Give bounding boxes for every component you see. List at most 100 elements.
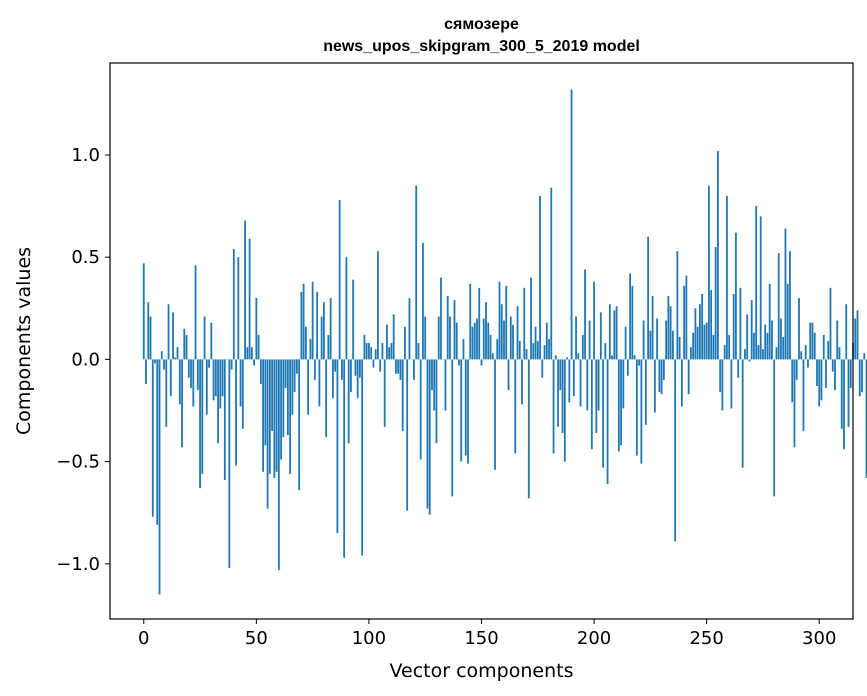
bar [280, 359, 283, 460]
bar [599, 312, 602, 360]
bar [352, 279, 355, 360]
bar [336, 359, 339, 534]
bar [165, 359, 168, 427]
bar [698, 304, 701, 360]
bar [246, 347, 249, 360]
bar [543, 345, 546, 360]
bar [223, 359, 226, 480]
bar [235, 359, 237, 466]
bar [604, 343, 607, 360]
bar [316, 291, 319, 360]
bar [489, 334, 492, 360]
bar [350, 359, 352, 393]
bar [563, 359, 566, 462]
bar [302, 283, 305, 360]
x-tick-label: 0 [138, 628, 149, 649]
bar [311, 281, 314, 360]
bar [424, 316, 427, 360]
bar [345, 257, 348, 360]
bar [217, 359, 219, 444]
bar [777, 253, 780, 360]
bar [759, 216, 762, 360]
bar [516, 306, 519, 360]
bar [703, 324, 706, 360]
bar [300, 291, 303, 360]
bar [534, 326, 537, 360]
bar [730, 359, 733, 409]
bar [865, 359, 867, 478]
bar [683, 285, 686, 360]
bar [640, 359, 643, 464]
bar [708, 185, 710, 360]
bar [183, 328, 186, 360]
bar [809, 322, 812, 360]
bar [579, 359, 582, 407]
bar [201, 359, 204, 474]
bar [802, 359, 805, 431]
bar [286, 359, 289, 436]
bar [291, 359, 294, 415]
bar [503, 320, 505, 360]
bar [786, 283, 789, 360]
bar [825, 359, 827, 389]
bar [338, 199, 341, 360]
bar [334, 359, 337, 372]
bar [660, 359, 663, 395]
bar [514, 359, 517, 454]
bar [692, 332, 695, 360]
bar [793, 359, 796, 448]
bar [757, 345, 760, 360]
bar [694, 308, 697, 360]
bar [399, 359, 402, 380]
bar [775, 347, 778, 360]
bar [331, 359, 334, 399]
bar [327, 334, 330, 360]
bar [554, 355, 557, 360]
bar [462, 338, 465, 360]
bar [527, 359, 530, 499]
bar [789, 251, 791, 360]
bar [548, 338, 550, 360]
bar [219, 359, 222, 409]
bar [521, 359, 523, 405]
bar [595, 359, 598, 433]
bar [435, 359, 438, 444]
bar [154, 359, 156, 364]
bar [798, 298, 800, 360]
bar [807, 359, 809, 368]
x-tick-label: 250 [689, 628, 723, 649]
bar [485, 302, 487, 360]
y-axis-label: Components values [13, 247, 35, 435]
bar [347, 359, 350, 444]
bar [768, 283, 771, 360]
bar [649, 330, 652, 360]
bar [773, 359, 776, 497]
bar [275, 359, 278, 472]
bar [293, 359, 296, 393]
bar [341, 359, 343, 380]
bar [507, 359, 510, 391]
bar [753, 332, 755, 360]
bar [228, 359, 231, 568]
bar [282, 359, 285, 438]
bar [453, 300, 456, 360]
bar [737, 359, 740, 378]
bar [813, 332, 816, 360]
bar [518, 341, 521, 360]
bar [858, 359, 861, 397]
bar [635, 359, 638, 456]
bar [782, 336, 785, 360]
bar [687, 359, 690, 395]
bar [266, 359, 269, 509]
bar [496, 338, 499, 360]
bar [523, 287, 526, 360]
bar [800, 351, 803, 360]
bar [620, 359, 622, 446]
bar [836, 320, 839, 360]
bar [854, 318, 857, 360]
bar [559, 359, 562, 391]
bar [656, 318, 659, 360]
bar [397, 359, 400, 374]
bar [386, 324, 388, 360]
bar [361, 359, 364, 556]
